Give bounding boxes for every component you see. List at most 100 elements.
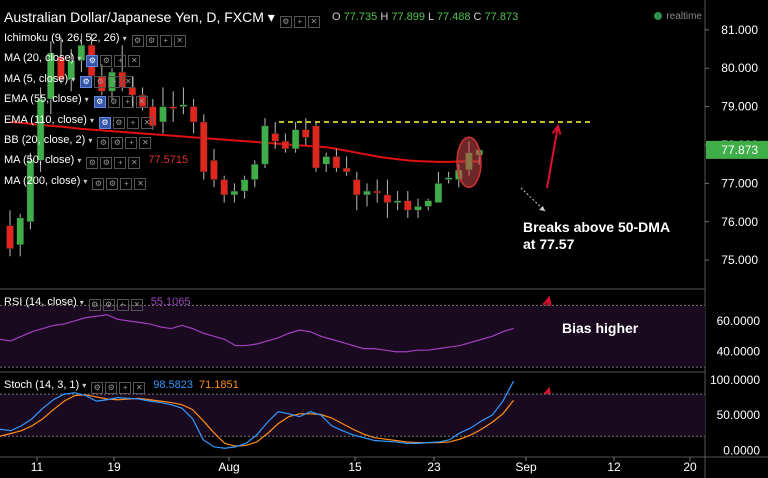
candle: [179, 87, 188, 115]
annotation-pointer-head: [539, 206, 545, 211]
candle-body: [26, 160, 35, 223]
candle-body: [363, 190, 371, 196]
time-tick-label: Sep: [515, 460, 537, 474]
candle: [393, 191, 402, 211]
legend-stoch[interactable]: Stoch (14, 3, 1) ▾ ⚙ ⚙ + ✕ 98.5823 71.1851: [4, 379, 239, 394]
candle-body: [312, 125, 320, 169]
candle-body: [159, 106, 167, 123]
candle: [57, 37, 65, 84]
realtime-indicator: realtime: [654, 11, 702, 22]
candle-body: [16, 217, 24, 246]
candle: [47, 41, 55, 115]
candle-body: [169, 106, 177, 109]
candle: [240, 175, 249, 199]
candle: [281, 133, 290, 153]
candle-body: [281, 140, 290, 150]
candle: [36, 87, 45, 172]
candle: [271, 121, 279, 149]
last-price-tag: [706, 140, 768, 159]
candle-body: [47, 52, 55, 100]
legend-indicator[interactable]: EMA (110, close) ▾ ⚙ ⚙ + ✕: [4, 114, 161, 129]
candle: [67, 49, 75, 92]
candle-body: [57, 56, 65, 81]
title-controls[interactable]: ⚙ + ✕: [279, 11, 322, 28]
candle: [26, 152, 35, 230]
price-tick-label: 80.000: [721, 61, 758, 75]
breakout-highlight-ellipse: [456, 136, 482, 189]
time-tick-label: 20: [683, 460, 697, 474]
candle: [373, 179, 381, 203]
legend-indicator[interactable]: Ichimoku (9, 26, 52, 26) ▾ ⚙ ⚙ + ✕: [4, 32, 194, 47]
candle: [291, 121, 300, 153]
candle-body: [444, 177, 453, 180]
candle: [414, 198, 422, 218]
legend-indicator[interactable]: MA (5, close) ▾ ⚙ ⚙ + ✕: [4, 73, 142, 88]
candle: [444, 171, 453, 184]
candle-body: [230, 190, 239, 196]
candle-body: [332, 156, 341, 169]
candle: [404, 191, 412, 218]
candle: [138, 87, 147, 111]
candle-body: [261, 125, 269, 165]
price-tick-label: 75.000: [721, 253, 758, 267]
legend-indicator[interactable]: EMA (55, close) ▾ ⚙ ⚙ + ✕: [4, 93, 156, 109]
candle: [189, 98, 198, 134]
candle-body: [291, 129, 300, 150]
time-tick-label: 11: [31, 460, 44, 474]
price-tick-label: 79.000: [721, 100, 758, 114]
candle-body: [240, 179, 249, 192]
breakout-annotation: Breaks above 50-DMA at 77.57: [523, 219, 671, 252]
candle-body: [393, 200, 402, 203]
annotation-pointer: [520, 187, 546, 212]
candle: [200, 114, 208, 180]
candle-body: [251, 163, 259, 180]
candle-body: [210, 160, 218, 180]
price-tick-label: 77.000: [721, 176, 758, 190]
time-tick-label: 12: [607, 460, 621, 474]
candle-body: [373, 190, 381, 194]
candle-body: [414, 206, 422, 211]
time-tick-label: 15: [348, 460, 362, 474]
realtime-dot-icon: [654, 12, 663, 20]
candle: [434, 171, 443, 203]
time-tick-label: Aug: [218, 460, 239, 474]
candle-body: [404, 200, 412, 211]
candle-body: [77, 44, 86, 61]
rsi-tick-label: 40.0000: [717, 345, 761, 359]
ohlc-readout: O 77.735 H 77.899 L 77.488 C 77.873: [332, 11, 519, 23]
stoch-tick-label: 100.0000: [710, 373, 760, 387]
chart-title[interactable]: Australian Dollar/Japanese Yen, D, FXCM …: [4, 9, 322, 28]
rsi-arrow-head: [542, 295, 552, 308]
candle: [342, 156, 351, 176]
time-tick-label: 23: [427, 460, 441, 474]
candle: [251, 160, 259, 188]
candle: [424, 198, 432, 211]
legend-indicator[interactable]: MA (50, close) ▾ ⚙ ⚙ + ✕ 77.5715: [4, 154, 189, 170]
candle: [230, 183, 239, 203]
legend-indicator[interactable]: MA (20, close) ▾ ⚙ ⚙ + ✕: [4, 52, 148, 68]
legend-indicator[interactable]: MA (200, close) ▾ ⚙ ⚙ + ✕: [4, 175, 154, 190]
candle: [261, 118, 269, 169]
legend-rsi[interactable]: RSI (14, close) ▾ ⚙ ⚙ + ✕ 55.1065: [4, 296, 191, 311]
candle: [77, 33, 86, 73]
time-tick-label: 19: [107, 460, 121, 474]
price-arrow: [546, 125, 559, 189]
candle: [363, 183, 371, 207]
legend-indicator[interactable]: BB (20, close, 2) ▾ ⚙ ⚙ + ✕: [4, 134, 159, 149]
candle: [312, 121, 320, 172]
stoch-tick-label: 50.0000: [717, 408, 761, 422]
candle-body: [179, 104, 188, 107]
candle: [6, 210, 14, 257]
candle: [302, 118, 310, 145]
candle-body: [383, 194, 392, 203]
candle-body: [353, 179, 361, 196]
price-arrow-head: [551, 123, 562, 135]
candle: [16, 214, 24, 257]
candle-body: [434, 183, 443, 203]
stoch-k-line: [0, 380, 515, 449]
candle: [159, 87, 167, 134]
stoch-tick-label: 0.0000: [723, 443, 760, 457]
candle: [118, 45, 126, 92]
rsi-line: [0, 314, 514, 353]
